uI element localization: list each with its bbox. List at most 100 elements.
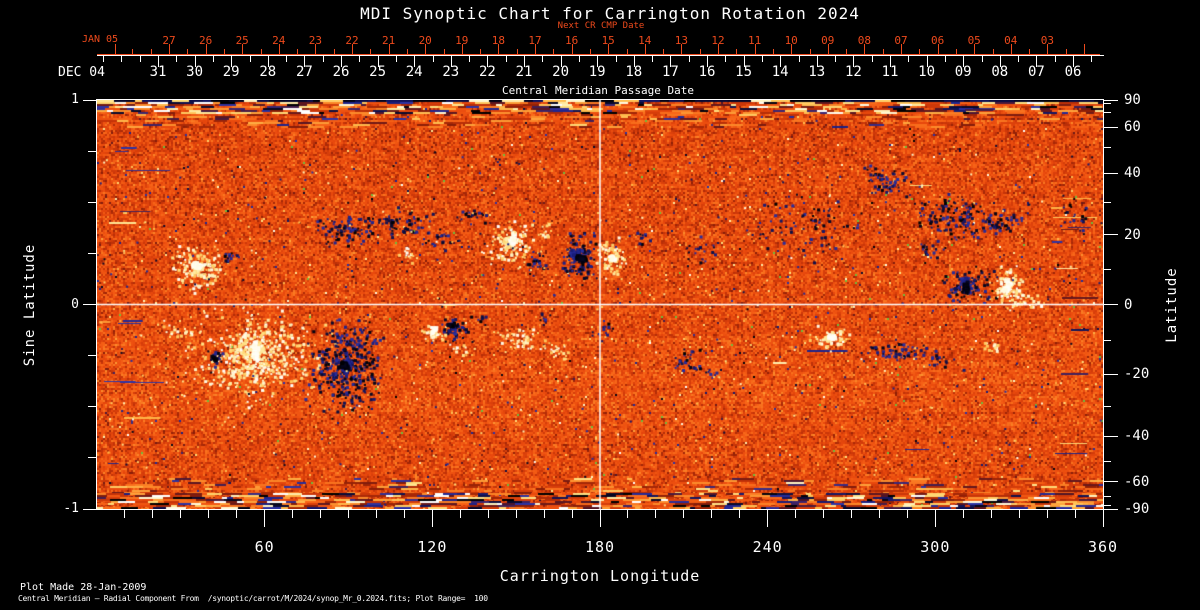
cmp-day-tick [341, 56, 342, 67]
next-cr-day-tick [315, 44, 317, 54]
cmp-day-label: 26 [332, 64, 350, 80]
latitude-major-tick [1104, 373, 1118, 375]
cmp-day-tick [194, 56, 196, 67]
next-cr-day-label: 07 [894, 34, 908, 47]
latitude-major-tick [1104, 508, 1118, 510]
cmp-day-tick [524, 56, 525, 67]
next-cr-month-tick [115, 44, 116, 54]
longitude-minor-tick [627, 510, 629, 518]
cmp-minor-tick [1018, 56, 1020, 62]
cmp-day-label: 22 [478, 64, 496, 80]
cmp-minor-tick [908, 56, 910, 62]
next-cr-day-label: 20 [418, 34, 432, 47]
cmp-day-label: 18 [625, 64, 643, 80]
latitude-major-tick [1104, 172, 1118, 174]
cmp-day-tick [1073, 56, 1074, 67]
cmp-minor-tick [176, 56, 178, 62]
next-cr-day-label: 09 [821, 34, 835, 47]
cmp-minor-tick [578, 56, 580, 62]
longitude-minor-tick [823, 510, 825, 518]
longitude-minor-tick [655, 510, 657, 518]
plot-frame [96, 99, 1104, 510]
latitude-minor-tick [1104, 201, 1111, 203]
latitude-tick-label: 60 [1124, 119, 1141, 136]
next-cr-day-tick [169, 44, 170, 54]
sine-latitude-tick-label: -1 [63, 501, 79, 516]
next-cr-day-label: 08 [857, 34, 872, 47]
longitude-major-tick [767, 510, 769, 527]
cmp-day-label: 24 [405, 64, 423, 80]
cmp-minor-tick [139, 56, 141, 62]
next-cr-day-label: 06 [930, 34, 945, 47]
cmp-minor-tick [249, 56, 251, 62]
longitude-tick-label: 300 [920, 538, 951, 556]
next-cr-day-tick [791, 44, 793, 54]
next-cr-day-tick [1084, 44, 1085, 54]
next-cr-minor-tick [260, 49, 262, 54]
sine-latitude-minor-tick [88, 406, 96, 408]
cmp-day-tick [963, 56, 965, 67]
latitude-minor-tick [1104, 111, 1111, 113]
cmp-day-label: 28 [259, 64, 277, 80]
cmp-day-label: 06 [1064, 64, 1082, 80]
next-cr-day-tick [571, 44, 573, 54]
longitude-minor-tick [487, 510, 489, 518]
cmp-day-tick [487, 56, 489, 67]
longitude-major-tick [431, 510, 433, 527]
cmp-day-label: 19 [588, 64, 606, 80]
next-cr-minor-tick [955, 49, 957, 54]
longitude-tick-label: 360 [1087, 538, 1119, 556]
cmp-day-label: 25 [369, 64, 387, 80]
next-cr-day-tick [461, 44, 463, 54]
cmp-minor-tick [432, 56, 434, 62]
plot-made-note: Plot Made 28-Jan-2009 [20, 582, 147, 593]
latitude-tick-label: 0 [1124, 296, 1133, 313]
cmp-day-label: 16 [698, 64, 716, 80]
longitude-minor-tick [1018, 510, 1020, 518]
next-cr-minor-tick [1029, 49, 1031, 54]
next-cr-day-tick [205, 44, 207, 54]
next-cr-minor-tick [736, 49, 738, 54]
next-cr-day-label: 26 [198, 34, 213, 47]
cmp-day-tick [414, 56, 416, 67]
longitude-minor-tick [906, 510, 908, 518]
next-cr-day-tick [388, 44, 390, 54]
next-cr-day-tick [1010, 44, 1012, 54]
longitude-minor-tick [320, 510, 322, 518]
next-cr-minor-tick [699, 49, 701, 54]
next-cr-minor-tick [370, 49, 372, 54]
longitude-minor-tick [124, 510, 126, 518]
latitude-major-tick [1104, 481, 1118, 483]
next-cr-day-label: 16 [564, 34, 579, 47]
longitude-major-tick [1102, 510, 1104, 527]
cmp-day-label: 14 [771, 64, 789, 80]
cmp-day-tick [743, 56, 745, 67]
next-cr-day-tick [681, 44, 683, 54]
next-cr-day-tick [352, 44, 353, 54]
next-cr-day-label: 05 [967, 34, 981, 47]
cmp-minor-tick [688, 56, 690, 62]
sine-latitude-major-tick [83, 304, 96, 305]
next-cr-minor-tick [589, 49, 591, 54]
next-cr-day-tick [278, 44, 280, 54]
cmp-day-tick [377, 56, 379, 67]
next-cr-day-tick [974, 44, 976, 54]
next-cr-day-label: 14 [638, 34, 652, 47]
longitude-minor-tick [236, 510, 238, 518]
latitude-minor-tick [1104, 339, 1111, 341]
next-cr-day-label: 27 [162, 34, 176, 47]
cmp-day-tick [231, 56, 233, 67]
cmp-day-tick [267, 56, 269, 67]
next-cr-minor-tick [809, 49, 811, 54]
next-cr-day-tick [754, 44, 756, 54]
next-cr-day-tick [937, 44, 939, 54]
longitude-tick-label: 60 [254, 538, 275, 556]
cmp-minor-tick [103, 56, 105, 62]
cmp-day-tick [926, 56, 928, 67]
cmp-day-tick [816, 56, 818, 67]
cmp-minor-tick [286, 56, 288, 62]
next-cr-minor-tick [516, 49, 518, 54]
cmp-day-label: 31 [149, 64, 167, 80]
next-cr-day-label: 03 [1040, 34, 1055, 47]
